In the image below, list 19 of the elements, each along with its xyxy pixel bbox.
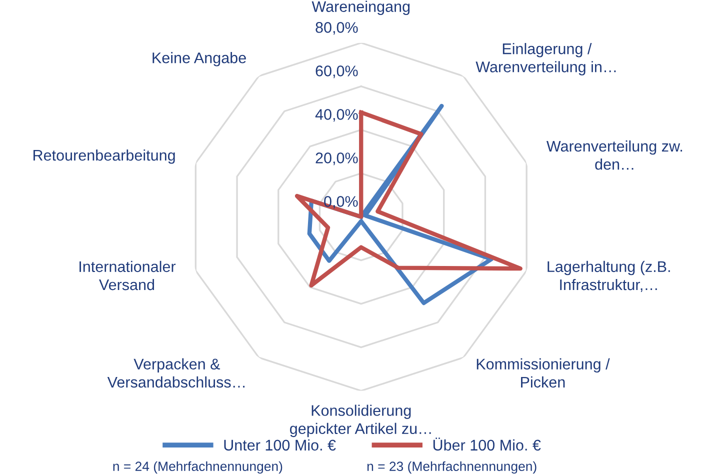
text: n = 24 (Mehrfachnennungen) [113,461,282,474]
spoke-label: Lagerhaltung (z.B. Infrastruktur,… [548,260,670,292]
spoke-label: Einlagerung / Warenverteilung in… [476,42,616,76]
legend-label: Über 100 Mio. € [433,438,541,451]
y-tick-label: 80,0% [316,22,358,35]
y-tick-label: 60,0% [316,66,358,78]
y-tick-label: 20,0% [316,152,358,166]
spoke-label: Konsolidierung gepickter Artikel zu… [290,404,431,438]
spoke-label: Kommissionierung / Picken [476,358,610,388]
spoke-label: Keine Angabe [152,52,246,66]
spoke-label: Retourenbearbeitung [34,149,175,164]
spoke-label: Internationaler Versand [80,260,176,290]
legend-label: Unter 100 Mio. € [224,439,336,451]
text: n = 23 (Mehrfachnennungen) [367,461,536,474]
y-tick-label: 0,0% [324,196,358,209]
spoke-label: Wareneingang [312,0,410,16]
spoke-label: Warenverteilung zw. den… [546,140,682,170]
y-tick-label: 40,0% [315,109,358,122]
spoke-label: Verpacken & Versandabschluss… [107,358,245,388]
